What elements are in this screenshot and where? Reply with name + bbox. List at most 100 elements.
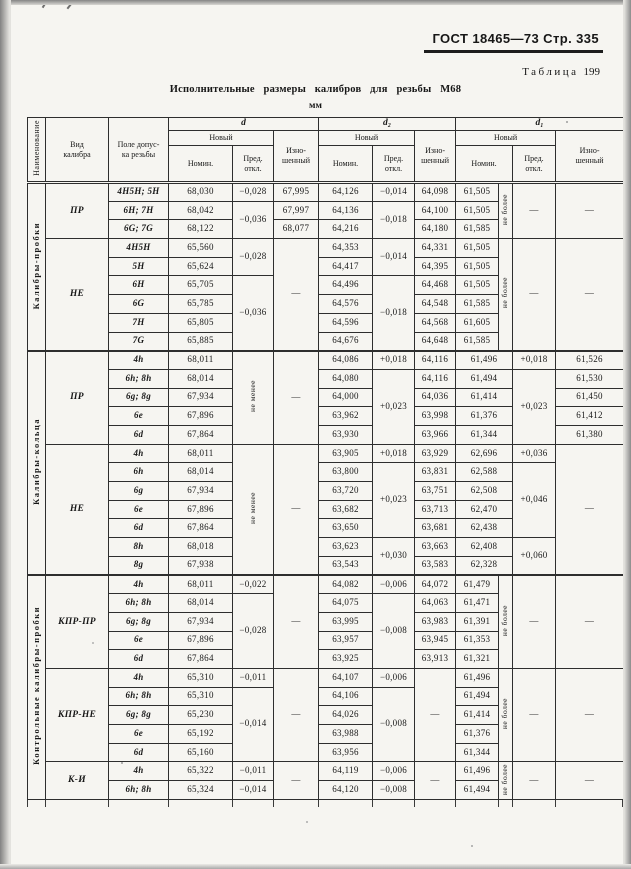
value-cell: 61,585 (455, 331, 500, 352)
value-cell: 64,596 (318, 312, 374, 333)
value-cell: 63,650 (318, 518, 374, 539)
tolerance-cell: −0,006 (372, 573, 416, 595)
table-row: Калибры-пробки ПР 4H5H; 5H 68,030 −0,028 67,9… (27, 180, 625, 352)
value-cell: 63,962 (318, 406, 374, 426)
tolerance-field-label: 6h; 8h (108, 593, 169, 613)
column-line-stubs (27, 800, 624, 807)
tolerance-cell: +0,023 (512, 368, 557, 445)
value-cell: 65,785 (168, 294, 233, 314)
tolerance-field-label: 6d (108, 649, 169, 669)
tolerance-cell: −0,018 (372, 200, 416, 240)
value-cell: 61,505 (455, 256, 500, 277)
section-label: Калибры-кольца (27, 349, 46, 576)
table-row: 6d 67,864 63,925 63,913 61,321 (28, 649, 624, 669)
value-cell: 63,913 (414, 649, 457, 669)
value-cell: 61,414 (455, 387, 514, 408)
table-row: 6h; 8h 68,014 64,080 +0,023 64,116 61,494 +0,0… (28, 368, 625, 445)
table-row: 5H 65,624 64,417 64,395 61,505 (28, 256, 624, 277)
tolerance-field-label: 6h (108, 462, 169, 482)
tolerance-cell: +0,023 (372, 462, 416, 539)
table-header: Наименование Вид калибра Поле допус- ка ре… (27, 117, 625, 183)
value-cell: 64,353 (318, 238, 374, 258)
value-cell: 65,310 (168, 686, 233, 707)
tolerance-cell: −0,011 (232, 667, 274, 688)
column-group-header: d (167, 117, 320, 131)
scan-edge-bottom (0, 864, 631, 869)
value-cell: 67,934 (168, 481, 233, 501)
tolerance-field-label: 6G (108, 294, 169, 314)
tolerance-cell: +0,023 (372, 368, 416, 445)
value-cell: 61,530 (555, 368, 625, 389)
gauge-type-label: НЕ (45, 238, 109, 352)
column-header: Новый (455, 130, 557, 146)
value-cell: 63,720 (318, 481, 374, 501)
table-row: 8g 67,938 63,543 63,583 62,328 (28, 555, 624, 576)
value-cell: 61,505 (455, 200, 500, 221)
value-cell: 61,344 (455, 742, 500, 763)
tolerance-field-label: 6H (108, 275, 169, 296)
value-cell: 63,583 (414, 555, 457, 576)
value-cell: 68,014 (168, 462, 233, 482)
tolerance-field-label: 6d (108, 424, 169, 445)
value-cell: 61,450 (555, 387, 625, 408)
empty-cell: — (555, 761, 625, 800)
empty-cell: — (272, 349, 320, 445)
limit-note: не менее (232, 443, 274, 576)
empty-cell: — (555, 238, 625, 352)
value-cell: 63,995 (318, 611, 374, 632)
value-cell: 68,122 (168, 219, 233, 240)
value-cell: 64,000 (318, 387, 374, 408)
value-cell: 62,696 (455, 443, 514, 464)
value-cell: 61,496 (455, 349, 514, 370)
table-row: 6h 68,014 63,800 +0,023 63,831 62,588 +0,046 (28, 462, 624, 539)
value-cell: 64,120 (318, 780, 374, 800)
pencil-mark (41, 0, 50, 9)
table-row: КПР-НЕ 4h 65,310 −0,011—64,107 −0,006—61,496… (28, 667, 625, 763)
value-cell: 67,896 (168, 630, 233, 651)
value-cell: 64,072 (414, 573, 457, 595)
tolerance-field-label: 6d (108, 518, 169, 539)
tolerance-cell: −0,014 (232, 780, 274, 800)
table-row: 6h; 8h 68,014 −0,028 64,075 −0,008 64,063 61,4… (28, 593, 624, 669)
table-title: Исполнительные размеры калибров для резь… (169, 84, 462, 95)
value-cell: 63,983 (414, 611, 457, 632)
limit-note: не более (498, 761, 514, 800)
tolerance-field-label: 4H5H; 5H (108, 181, 169, 202)
gauge-type-label: КПР-НЕ (45, 667, 109, 763)
column-header: Вид калибра (45, 117, 109, 183)
value-cell: 65,560 (168, 238, 233, 258)
value-cell: 64,080 (318, 368, 374, 389)
value-cell: 64,468 (414, 275, 457, 296)
value-cell: 67,896 (168, 499, 233, 520)
dimensions-table: Наименование Вид калибра Поле допус- ка ре… (27, 117, 625, 800)
value-cell: 64,086 (318, 349, 374, 370)
limit-note: не более (498, 180, 514, 240)
tolerance-cell: −0,028 (232, 181, 274, 202)
value-cell: 68,011 (168, 349, 233, 370)
value-cell: 61,585 (455, 219, 500, 240)
value-cell: 64,331 (414, 238, 457, 258)
value-cell: 63,831 (414, 462, 457, 482)
tolerance-field-label: 6h; 8h (108, 686, 169, 707)
gauge-type-label: ПР (45, 180, 109, 240)
value-cell: 61,471 (455, 593, 500, 613)
column-header: Новый (168, 130, 274, 146)
value-cell: 61,414 (455, 705, 500, 725)
gauge-type-label: ПР (45, 349, 109, 445)
value-cell: 62,438 (455, 518, 514, 539)
value-cell: 64,107 (318, 667, 374, 688)
value-cell: 65,160 (168, 742, 233, 763)
units-label: мм (309, 101, 322, 111)
value-cell: 63,543 (318, 555, 374, 576)
table-row: Калибры-кольца ПР 4h 68,011 не менее —64,086 +… (27, 349, 625, 576)
tolerance-field-label: 6e (108, 499, 169, 520)
value-cell: 67,864 (168, 649, 233, 669)
value-cell: 65,885 (168, 331, 233, 352)
empty-cell: — (272, 761, 320, 800)
value-cell: 64,568 (414, 312, 457, 333)
value-cell: 61,494 (455, 368, 514, 389)
tolerance-cell: −0,008 (372, 780, 416, 800)
value-cell: 61,380 (555, 424, 625, 445)
empty-cell: — (555, 443, 625, 576)
limit-note: не более (498, 573, 514, 669)
